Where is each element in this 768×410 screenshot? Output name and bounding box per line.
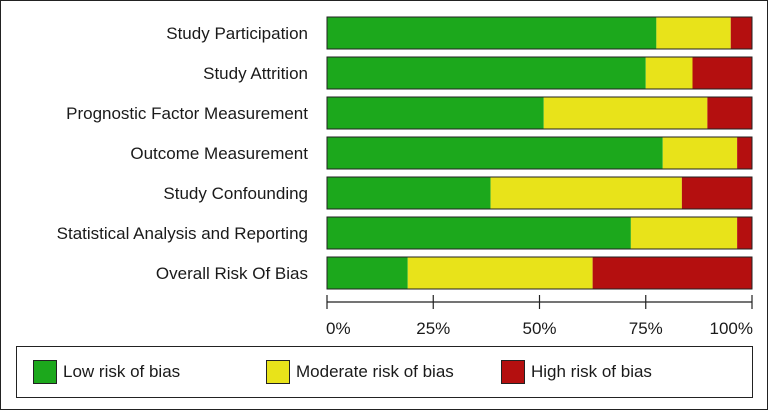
bar-segment-overall-risk-of-bias-moderate — [407, 257, 593, 289]
bars-layer — [326, 16, 753, 290]
category-label-outcome-measurement: Outcome Measurement — [130, 144, 308, 163]
legend-swatch-low — [33, 360, 57, 384]
legend-item-moderate: Moderate risk of bias — [266, 359, 454, 385]
legend: Low risk of bias Moderate risk of bias H… — [16, 346, 753, 398]
bar-segment-overall-risk-of-bias-low — [327, 257, 408, 289]
x-axis: 0% 25% 50% 75% 100% — [326, 295, 753, 338]
legend-swatch-moderate — [266, 360, 290, 384]
legend-label-moderate: Moderate risk of bias — [296, 362, 454, 381]
bar-segment-study-confounding-high — [681, 177, 752, 209]
bar-segment-statistical-analysis-and-reporting-low — [327, 217, 631, 249]
bar-segment-study-attrition-moderate — [645, 57, 693, 89]
bar-outline-study-participation — [326, 16, 753, 50]
category-label-study-confounding: Study Confounding — [163, 184, 308, 203]
stacked-bar-chart: Study Participation Study Attrition Progno… — [57, 16, 753, 338]
bar-outline-study-attrition — [326, 56, 753, 90]
category-label-study-participation: Study Participation — [166, 24, 308, 43]
bar-segment-study-confounding-low — [327, 177, 491, 209]
bar-segment-prognostic-factor-measurement-moderate — [543, 97, 708, 129]
bar-segment-study-participation-high — [730, 17, 752, 49]
x-tick-label-75: 75% — [629, 319, 663, 338]
bar-segment-statistical-analysis-and-reporting-high — [737, 217, 752, 249]
bar-segment-study-participation-moderate — [656, 17, 731, 49]
bar-segment-outcome-measurement-high — [737, 137, 752, 169]
legend-label-low: Low risk of bias — [63, 362, 181, 381]
bar-segment-study-confounding-moderate — [490, 177, 682, 209]
x-tick-label-0: 0% — [326, 319, 351, 338]
legend-label-high: High risk of bias — [531, 362, 652, 381]
category-label-study-attrition: Study Attrition — [203, 64, 308, 83]
x-tick-label-50: 50% — [522, 319, 556, 338]
x-tick-label-25: 25% — [416, 319, 450, 338]
legend-item-high: High risk of bias — [501, 359, 652, 385]
bar-outline-overall-risk-of-bias — [326, 256, 753, 290]
bar-segment-study-attrition-low — [327, 57, 646, 89]
category-label-prognostic-factor-measurement: Prognostic Factor Measurement — [66, 104, 308, 123]
bar-segment-outcome-measurement-moderate — [662, 137, 738, 169]
bar-outline-statistical-analysis-and-reporting — [326, 216, 753, 250]
category-label-statistical-analysis-and-reporting: Statistical Analysis and Reporting — [57, 224, 308, 243]
category-label-overall-risk-of-bias: Overall Risk Of Bias — [156, 264, 308, 283]
bar-segment-study-participation-low — [327, 17, 657, 49]
bar-segment-overall-risk-of-bias-high — [592, 257, 752, 289]
bar-segment-outcome-measurement-low — [327, 137, 663, 169]
legend-item-low: Low risk of bias — [33, 359, 180, 385]
bar-outline-prognostic-factor-measurement — [326, 96, 753, 130]
x-tick-label-100: 100% — [710, 319, 753, 338]
legend-swatch-high — [501, 360, 525, 384]
bar-outline-study-confounding — [326, 176, 753, 210]
bar-segment-prognostic-factor-measurement-low — [327, 97, 544, 129]
bar-segment-study-attrition-high — [692, 57, 752, 89]
bar-outline-outcome-measurement — [326, 136, 753, 170]
bar-segment-prognostic-factor-measurement-high — [707, 97, 752, 129]
category-labels: Study Participation Study Attrition Progno… — [57, 24, 309, 283]
bar-segment-statistical-analysis-and-reporting-moderate — [630, 217, 738, 249]
